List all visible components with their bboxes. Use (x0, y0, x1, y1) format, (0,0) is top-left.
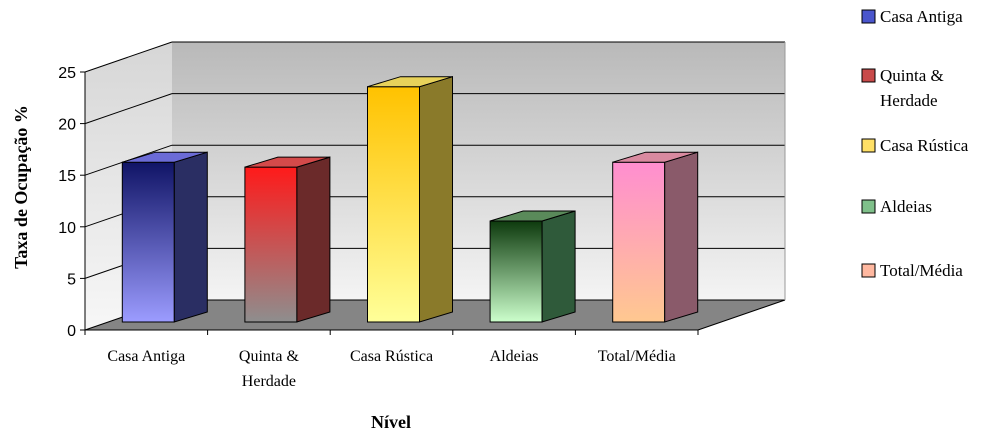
bar-front (121, 161, 175, 323)
bar-front (244, 166, 298, 323)
y-tick-label: 10 (58, 220, 76, 237)
y-tick-label: 5 (67, 271, 76, 288)
legend-swatch (861, 138, 876, 153)
x-tick-label: Herdade (242, 373, 296, 390)
legend-label: Quinta & (880, 66, 944, 85)
legend-label: Aldeias (880, 197, 932, 216)
gridline-side (84, 93, 173, 125)
bar-top (612, 151, 698, 163)
bar-side (296, 156, 331, 323)
x-tick-label: Total/Média (598, 348, 676, 365)
legend-label: Herdade (880, 91, 938, 110)
x-tick-label: Quinta & (239, 348, 300, 365)
bar-3 (489, 210, 576, 323)
legend-swatch (861, 199, 876, 214)
legend-swatch (861, 263, 876, 278)
x-tick-label: Casa Antiga (107, 348, 185, 365)
y-axis-title: Taxa de Ocupação % (11, 105, 31, 269)
y-tick-label: 15 (58, 168, 76, 185)
legend-item: Casa Antiga (861, 7, 963, 26)
y-tick-label: 20 (58, 117, 76, 134)
legend-item: Casa Rústica (861, 136, 969, 155)
x-tick-label: Aldeias (490, 348, 539, 365)
y-tick-label: 25 (58, 65, 76, 82)
bar-0 (121, 151, 208, 323)
gridline-side (84, 41, 173, 73)
bar-front (489, 220, 543, 323)
bar-side (419, 76, 453, 323)
legend-item: Quinta & Herdade (861, 66, 944, 110)
bar-side (664, 151, 699, 323)
y-tick-label: 0 (67, 323, 76, 340)
bar-top (489, 210, 576, 222)
bar-top (367, 76, 453, 88)
legend-item: Total/Média (861, 261, 963, 280)
bar-top (244, 156, 331, 168)
bar-1 (244, 156, 331, 323)
legend-swatch (861, 9, 876, 24)
legend-item: Aldeias (861, 197, 932, 216)
bar-front (612, 161, 666, 323)
floor-edge (697, 299, 786, 331)
bar-front (367, 86, 420, 323)
x-axis-title: Nível (371, 412, 411, 432)
legend-label: Total/Média (880, 261, 963, 280)
legend-swatch (861, 68, 876, 83)
bar-top (122, 151, 208, 163)
bar-side (173, 151, 208, 323)
legend-label: Casa Rústica (880, 136, 969, 155)
legend-label: Casa Antiga (880, 7, 963, 26)
bar-side (541, 210, 576, 323)
bar-2 (367, 76, 453, 323)
x-tick-label: Casa Rústica (350, 348, 433, 365)
bar-4 (612, 151, 699, 323)
